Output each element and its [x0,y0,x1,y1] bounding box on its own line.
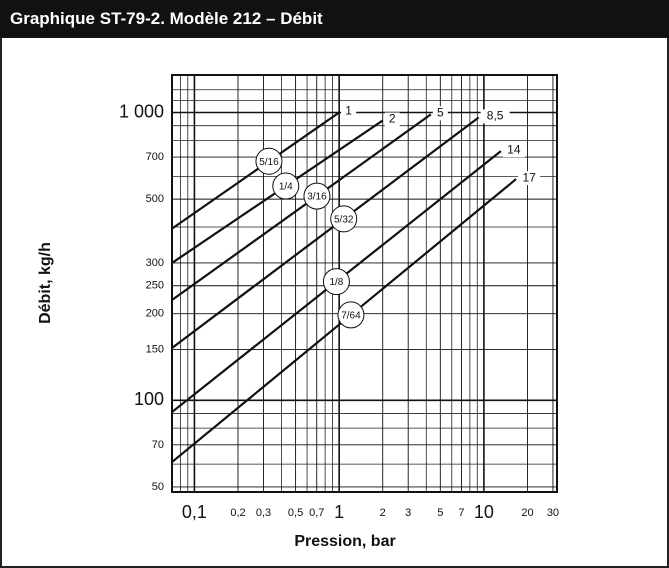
x-tick-label: 30 [547,507,559,519]
series-label-bg [480,109,510,124]
series-label: 17 [522,170,536,184]
y-tick-label: 1 000 [119,101,164,121]
x-tick-label: 1 [334,502,344,522]
orifice-marker [272,172,300,200]
data-line [171,111,340,230]
orifice-marker [303,182,331,210]
orifice-marker [255,147,283,175]
orifice-label: 1/8 [329,277,343,288]
chart-title: Graphique ST-79-2. Modèle 212 – Débit [0,0,669,38]
series-label-bg [384,112,400,127]
orifice-label: 1/4 [279,182,293,193]
y-tick-label: 700 [146,151,164,163]
x-tick-label: 0,7 [309,507,324,519]
orifice-marker [322,268,350,296]
orifice-label: 7/64 [341,311,361,322]
series-label-bg [518,171,541,186]
y-axis-label: Débit, kg/h [37,242,54,324]
y-tick-label: 150 [146,344,164,356]
x-tick-label: 0,5 [288,507,303,519]
x-tick-label: 10 [474,502,494,522]
series-label: 2 [389,112,396,126]
series-label: 1 [345,104,352,118]
orifice-marker [337,301,365,329]
x-axis-label: Pression, bar [294,533,395,550]
series-label: 8,5 [487,109,504,123]
y-tick-label: 100 [134,389,164,409]
data-line [171,116,480,349]
series-label-bg [432,106,448,121]
x-tick-label: 2 [380,507,386,519]
y-tick-label: 200 [146,308,164,320]
x-tick-label: 0,3 [256,507,271,519]
orifice-marker [330,205,358,233]
data-line [171,113,432,301]
y-tick-label: 500 [146,193,164,205]
y-tick-label: 300 [146,257,164,269]
x-tick-label: 20 [521,507,533,519]
x-tick-label: 7 [458,507,464,519]
x-tick-label: 3 [405,507,411,519]
x-tick-label: 5 [437,507,443,519]
series-label: 14 [507,142,521,156]
orifice-label: 5/32 [334,215,354,226]
y-tick-label: 70 [152,439,164,451]
series-label: 5 [437,106,444,120]
plot-border [171,74,558,493]
series-label-bg [341,104,357,119]
orifice-label: 3/16 [307,192,327,203]
series-label-bg [502,143,525,158]
orifice-label: 5/16 [259,157,279,168]
y-tick-label: 50 [152,481,164,493]
y-tick-label: 250 [146,280,164,292]
x-tick-label: 0,2 [230,507,245,519]
x-tick-label: 0,1 [182,502,207,522]
panel [0,38,669,568]
